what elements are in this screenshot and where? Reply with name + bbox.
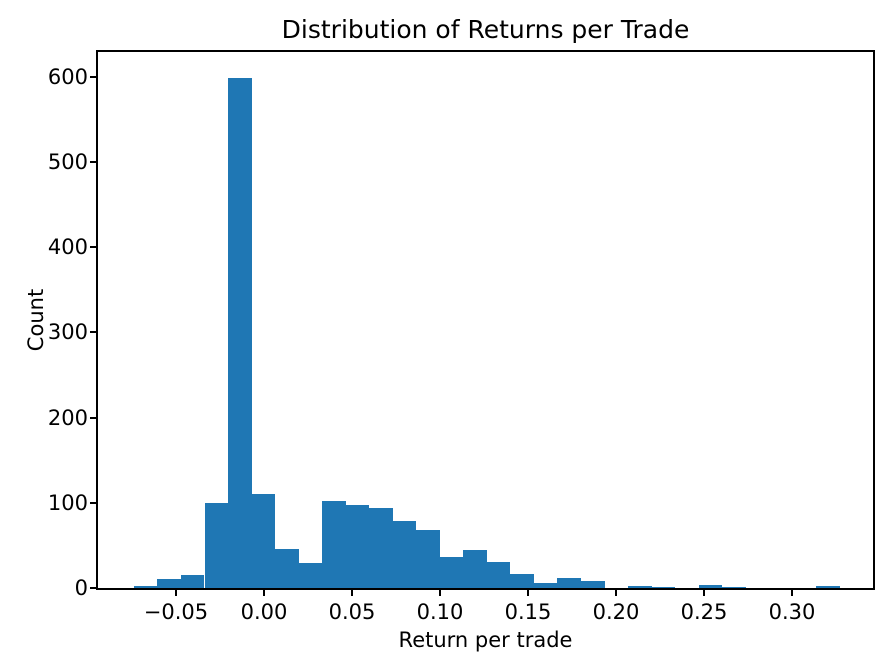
y-tick-label: 600 xyxy=(47,64,88,89)
x-tick-label: 0.20 xyxy=(592,600,640,624)
y-tick-mark xyxy=(90,75,96,78)
histogram-bar xyxy=(581,581,605,588)
y-tick-label: 0 xyxy=(74,576,88,600)
y-tick-mark xyxy=(90,246,96,249)
histogram-bar xyxy=(416,530,440,588)
y-tick-mark xyxy=(90,416,96,419)
x-tick-label: −0.05 xyxy=(143,600,209,624)
plot-area xyxy=(96,50,875,590)
histogram-bar xyxy=(133,586,158,588)
y-tick-label: 300 xyxy=(47,320,88,345)
histogram-bar xyxy=(157,578,181,588)
x-tick-label: 0.10 xyxy=(416,600,464,624)
histogram-bar xyxy=(628,586,652,588)
x-tick-mark xyxy=(262,590,265,596)
x-tick-mark xyxy=(174,590,177,596)
y-tick-label: 400 xyxy=(47,235,88,260)
histogram-bar xyxy=(345,504,370,588)
histogram-bar xyxy=(510,574,534,588)
histogram-bar xyxy=(298,563,323,588)
chart-title: Distribution of Returns per Trade xyxy=(281,15,690,44)
x-tick-mark xyxy=(350,590,353,596)
histogram-bar xyxy=(275,548,299,588)
histogram-bar xyxy=(698,585,723,588)
histogram-bar xyxy=(228,77,252,588)
y-tick-mark xyxy=(90,587,96,589)
histogram-bar xyxy=(204,502,229,588)
histogram-bar xyxy=(369,507,393,588)
x-tick-mark xyxy=(791,590,794,596)
histogram-bar xyxy=(651,587,676,588)
histogram-bar xyxy=(322,501,346,588)
x-tick-label: 0.30 xyxy=(768,600,816,624)
y-tick-label: 100 xyxy=(47,490,88,515)
histogram-bar xyxy=(816,586,840,588)
histogram-bar xyxy=(486,562,511,588)
histogram-bar xyxy=(722,587,746,588)
x-tick-label: 0.00 xyxy=(240,600,288,624)
histogram-bar xyxy=(180,575,205,588)
x-tick-mark xyxy=(527,590,529,596)
histogram-bar xyxy=(439,557,464,588)
y-tick-mark xyxy=(90,160,96,163)
x-tick-mark xyxy=(703,590,706,596)
y-tick-label: 500 xyxy=(47,149,88,174)
x-axis-label: Return per trade xyxy=(398,628,573,652)
histogram-bar xyxy=(392,520,417,588)
histogram-bar xyxy=(557,577,581,588)
histogram-bar xyxy=(463,549,487,588)
x-tick-mark xyxy=(439,590,441,596)
y-tick-label: 200 xyxy=(47,405,88,430)
histogram-bar xyxy=(533,582,558,588)
x-tick-label: 0.15 xyxy=(504,600,552,624)
x-tick-label: 0.05 xyxy=(328,600,376,624)
x-tick-mark xyxy=(615,590,618,596)
x-tick-label: 0.25 xyxy=(680,600,728,624)
y-tick-mark xyxy=(90,501,96,504)
histogram-bar xyxy=(251,494,276,588)
y-tick-mark xyxy=(90,331,96,334)
